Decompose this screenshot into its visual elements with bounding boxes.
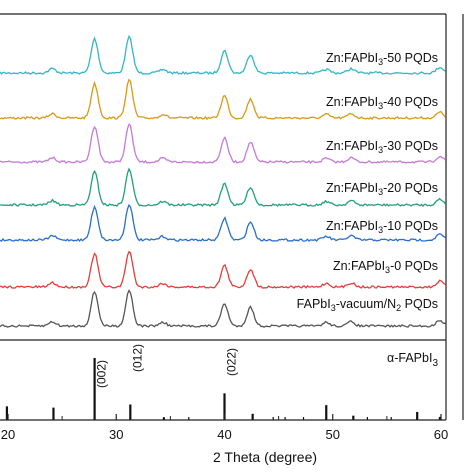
- peak-index-label: (022): [225, 348, 239, 376]
- series-label: Zn:FAPbI3-20 PQDs: [326, 181, 438, 197]
- series-line: [0, 34, 446, 76]
- series-line: [0, 203, 446, 243]
- series-label: Zn:FAPbI3-50 PQDs: [326, 51, 438, 67]
- reference-panel: (002) (012) (022) α-FAPbI3: [5, 344, 442, 420]
- x-tick-label: 20: [1, 427, 15, 442]
- peak-index-label: (012): [130, 344, 144, 372]
- series-labels: Zn:FAPbI3-50 PQDs Zn:FAPbI3-40 PQDs Zn:FAP…: [297, 51, 438, 313]
- reference-label: α-FAPbI3: [387, 351, 438, 369]
- series-line: [0, 123, 447, 165]
- x-tick-label: 50: [326, 427, 340, 442]
- series-label: Zn:FAPbI3-0 PQDs: [333, 259, 438, 275]
- series-label: FAPbI3-vacuum/N2 PQDs: [297, 297, 438, 313]
- series-line: [0, 167, 447, 208]
- top-panel: [0, 13, 464, 420]
- x-tick-label: 30: [109, 427, 123, 442]
- series-line: [0, 78, 446, 121]
- series-label: Zn:FAPbI3-30 PQDs: [326, 139, 438, 155]
- x-axis: 20 30 40 50 60: [0, 414, 448, 442]
- x-tick-label: 40: [217, 427, 231, 442]
- x-tick-label: 60: [434, 427, 448, 442]
- series-layer: [0, 34, 447, 328]
- x-axis-label: 2 Theta (degree): [213, 449, 317, 465]
- series-line: [0, 289, 446, 328]
- peak-index-label: (002): [95, 360, 109, 388]
- series-label: Zn:FAPbI3-40 PQDs: [326, 95, 438, 111]
- series-label: Zn:FAPbI3-10 PQDs: [326, 219, 438, 235]
- series-line: [0, 250, 446, 289]
